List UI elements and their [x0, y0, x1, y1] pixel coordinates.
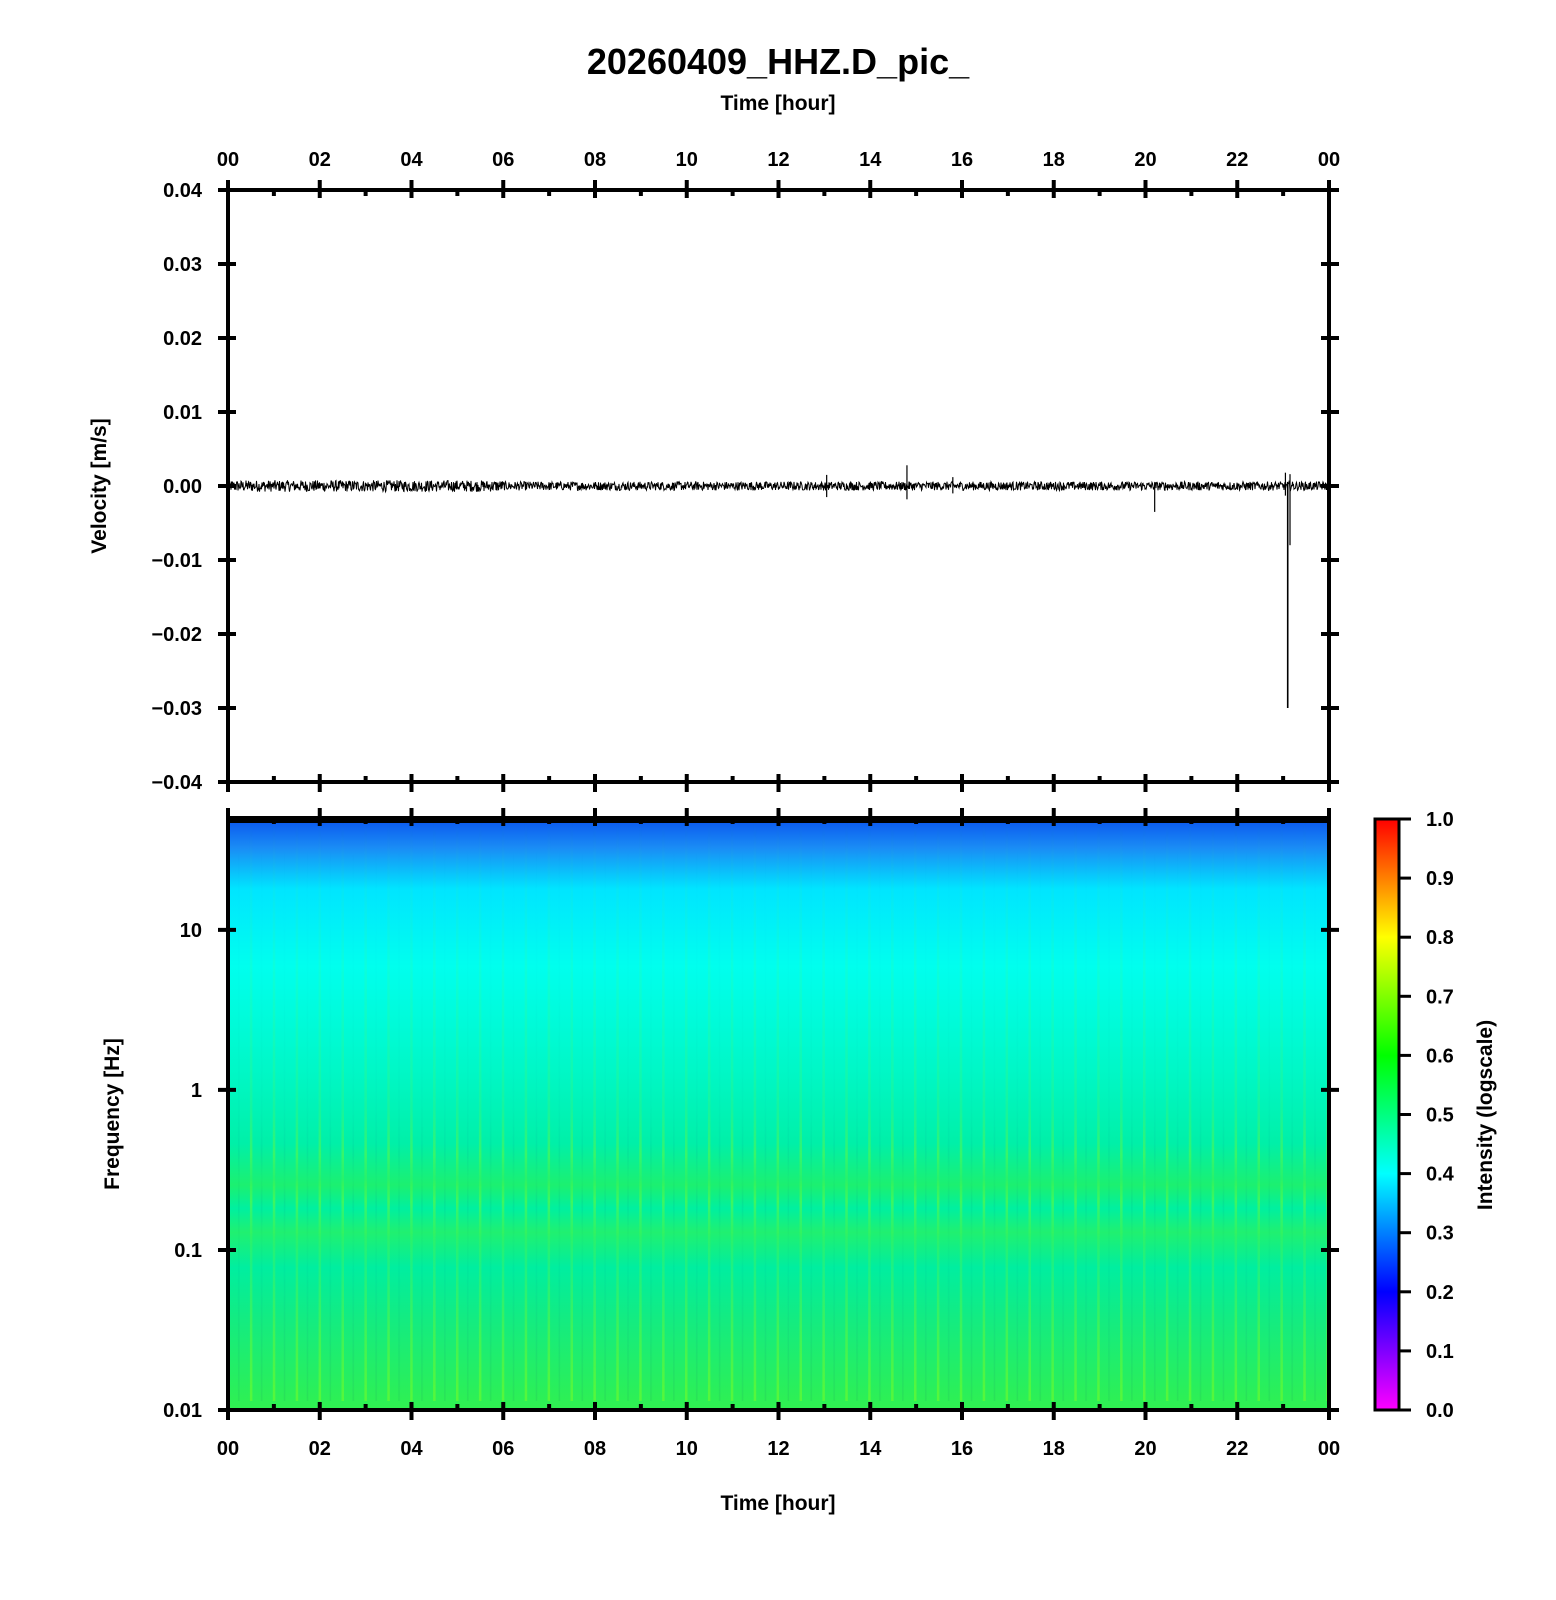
top-x-tick-label: 20 [1134, 149, 1156, 171]
velocity-y-tick-label: 0.03 [163, 254, 202, 276]
frequency-tick-label: 10 [180, 920, 202, 942]
colorbar-gradient [1373, 817, 1401, 1412]
bottom-x-tick-label: 06 [492, 1438, 514, 1460]
spectrogram-x-tick-labels: 00 02 04 06 08 10 12 14 16 18 20 22 00 [217, 1438, 1340, 1460]
colorbar-label: Intensity (logscale) [1474, 1020, 1497, 1210]
bottom-x-tick-label: 12 [767, 1438, 789, 1460]
top-x-tick-label: 02 [309, 149, 331, 171]
spectrogram-y-ticks: 10 1 0.1 0.01 [163, 920, 1339, 1422]
colorbar-ticks: 1.0 0.9 0.8 0.7 0.6 0.5 0.4 0.3 0.2 0.1 0.0 [1399, 809, 1455, 1422]
spectrogram-stripes [228, 818, 1329, 1410]
frequency-tick-label: 1 [191, 1080, 202, 1102]
colorbar-tick-label: 0.3 [1426, 1223, 1454, 1245]
bottom-x-tick-label: 00 [217, 1438, 239, 1460]
spectrogram-x-axis-label: Time [hour] [720, 1492, 835, 1515]
colorbar-tick-label: 0.7 [1426, 986, 1454, 1008]
top-x-tick-label: 00 [1318, 149, 1340, 171]
top-x-tick-label: 08 [584, 149, 606, 171]
spectrogram-x-ticks [226, 808, 1331, 1420]
bottom-x-tick-label: 16 [951, 1438, 973, 1460]
top-x-tick-label: 12 [767, 149, 789, 171]
velocity-y-tick-label: 0.04 [163, 180, 203, 202]
frequency-tick-label: 0.1 [174, 1240, 202, 1262]
velocity-y-tick-label: −0.04 [151, 772, 202, 794]
top-x-tick-label: 14 [859, 149, 882, 171]
bottom-x-tick-label: 10 [676, 1438, 698, 1460]
bottom-x-tick-label: 02 [309, 1438, 331, 1460]
colorbar-tick-label: 0.2 [1426, 1282, 1454, 1304]
top-x-tick-label: 22 [1226, 149, 1248, 171]
velocity-y-tick-label: 0.00 [163, 476, 202, 498]
colorbar-tick-label: 0.9 [1426, 868, 1454, 890]
velocity-y-tick-label: 0.01 [163, 402, 202, 424]
bottom-x-tick-label: 00 [1318, 1438, 1340, 1460]
top-x-axis-label: Time [hour] [720, 92, 835, 115]
velocity-y-axis-label: Velocity [m/s] [88, 418, 111, 553]
top-x-tick-label: 18 [1043, 149, 1065, 171]
colorbar-tick-label: 0.1 [1426, 1341, 1454, 1363]
velocity-y-ticks: 0.04 0.03 0.02 0.01 0.00 −0.01 −0.02 −0.03 −0.04 [151, 180, 1339, 794]
bottom-x-tick-label: 08 [584, 1438, 606, 1460]
bottom-x-tick-label: 04 [400, 1438, 423, 1460]
bottom-x-tick-label: 20 [1134, 1438, 1156, 1460]
bottom-x-tick-label: 22 [1226, 1438, 1248, 1460]
colorbar-tick-label: 0.5 [1426, 1105, 1454, 1127]
spectrogram-panel: 00 02 04 06 08 10 12 14 16 18 20 22 00 10 1 0.1 0.01 Ti… [101, 808, 1340, 1515]
top-x-tick-label: 04 [400, 149, 423, 171]
velocity-y-tick-label: 0.02 [163, 328, 202, 350]
velocity-y-tick-label: −0.02 [151, 624, 202, 646]
top-x-tick-label: 00 [217, 149, 239, 171]
chart-title: 20260409_HHZ.D_pic_ [587, 41, 970, 82]
velocity-panel: 00 02 04 06 08 10 12 14 16 18 20 22 00 0.040.030.020… [88, 149, 1340, 794]
top-x-tick-label: 16 [951, 149, 973, 171]
velocity-y-tick-label: −0.01 [151, 550, 202, 572]
top-x-tick-label: 06 [492, 149, 514, 171]
velocity-waveform [227, 479, 1330, 494]
colorbar-tick-label: 0.8 [1426, 927, 1454, 949]
frequency-tick-label: 0.01 [163, 1400, 202, 1422]
colorbar-tick-label: 0.6 [1426, 1045, 1454, 1067]
velocity-x-ticks: 00 02 04 06 08 10 12 14 16 18 20 22 00 [217, 149, 1340, 792]
velocity-events [826, 465, 1291, 708]
spectrogram-y-axis-label: Frequency [Hz] [101, 1038, 124, 1190]
colorbar-tick-label: 1.0 [1426, 809, 1454, 831]
bottom-x-tick-label: 14 [859, 1438, 882, 1460]
colorbar: 1.0 0.9 0.8 0.7 0.6 0.5 0.4 0.3 0.2 0.1 0.0 Intens… [1373, 809, 1497, 1422]
top-x-tick-label: 10 [676, 149, 698, 171]
velocity-y-tick-label: −0.03 [151, 698, 202, 720]
bottom-x-tick-label: 18 [1043, 1438, 1065, 1460]
colorbar-tick-label: 0.0 [1426, 1400, 1454, 1422]
colorbar-tick-label: 0.4 [1426, 1164, 1455, 1186]
